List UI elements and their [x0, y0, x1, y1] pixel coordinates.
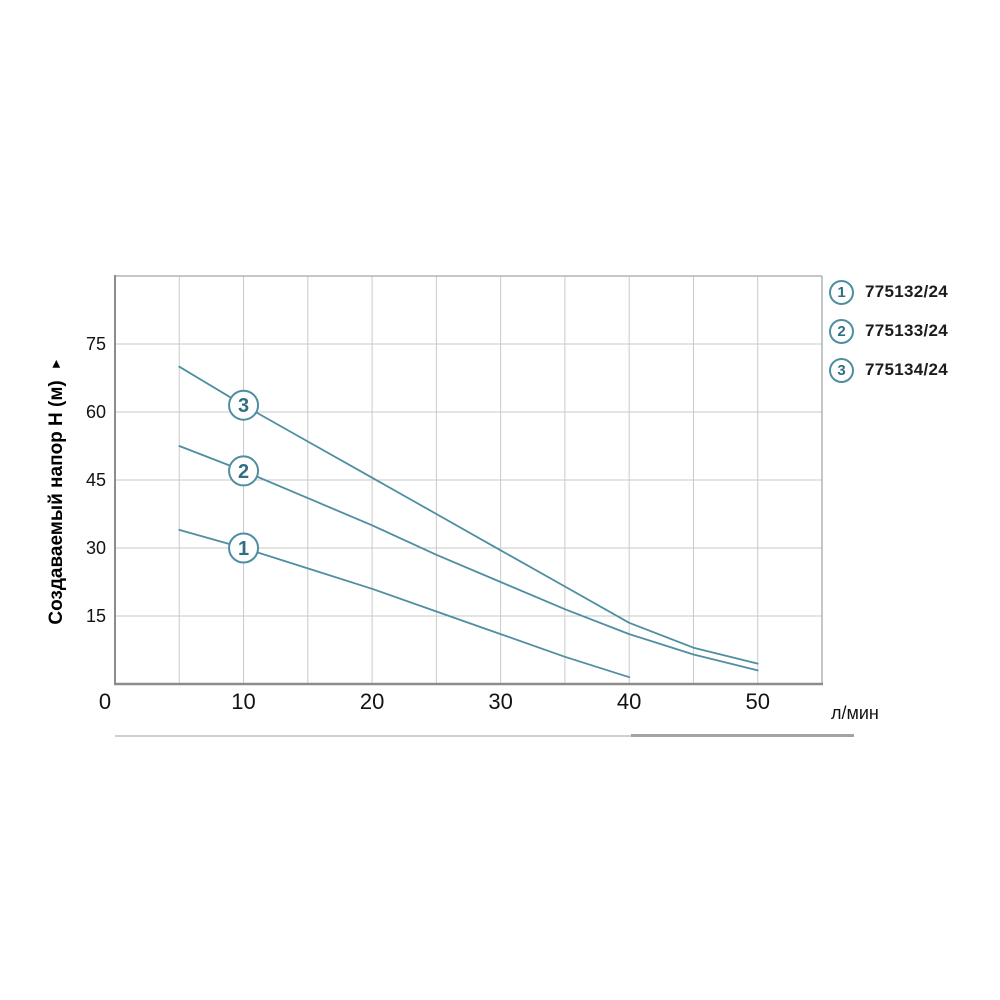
x-tick-label: 0: [98, 689, 112, 714]
pump-curve-3: [178, 365, 759, 665]
legend-item: 1 775132/24: [829, 279, 948, 305]
legend-item: 3 775134/24: [829, 357, 948, 383]
series-label: 775133/24: [865, 321, 949, 340]
x-tick-label: 20: [359, 689, 385, 714]
y-tick-label: 30: [85, 538, 106, 558]
y-tick-label: 45: [85, 470, 106, 490]
curve-badge-number: 2: [238, 461, 249, 483]
curve-badge-number: 3: [238, 395, 249, 417]
pump-curve-2: [178, 445, 759, 672]
curve-badge-circle: [228, 532, 260, 564]
series-number-badge: 2: [829, 318, 854, 344]
x-tick-label: 40: [616, 689, 642, 714]
y-tick-label: 15: [85, 606, 106, 626]
x-axis-unit-label: л/мин: [831, 703, 879, 723]
legend: 1 775132/24 2 775133/24 3 775134/24: [829, 279, 948, 383]
series-label: 775134/24: [865, 360, 949, 379]
curve-badge-circle: [228, 389, 260, 421]
x-tick-label: 30: [488, 689, 513, 714]
x-tick-label: 10: [231, 689, 256, 714]
baseline-rule: [631, 734, 854, 737]
y-axis-title-text: Создаваемый напор H (м): [46, 380, 67, 625]
y-tick-label: 75: [85, 334, 106, 354]
y-tick-label: 60: [85, 402, 106, 422]
axis-arrow-icon: ►: [48, 357, 63, 371]
baseline-rule: [115, 735, 631, 737]
curve-badge-number: 1: [238, 538, 249, 560]
x-tick-label: 50: [745, 689, 770, 714]
series-number-badge: 3: [829, 357, 854, 383]
y-axis-title: Создаваемый напор H (м) ►: [44, 318, 70, 664]
series-number-badge: 1: [829, 279, 854, 305]
legend-item: 2 775133/24: [829, 318, 948, 344]
curve-badge-circle: [228, 455, 260, 487]
series-label: 775132/24: [865, 282, 949, 301]
